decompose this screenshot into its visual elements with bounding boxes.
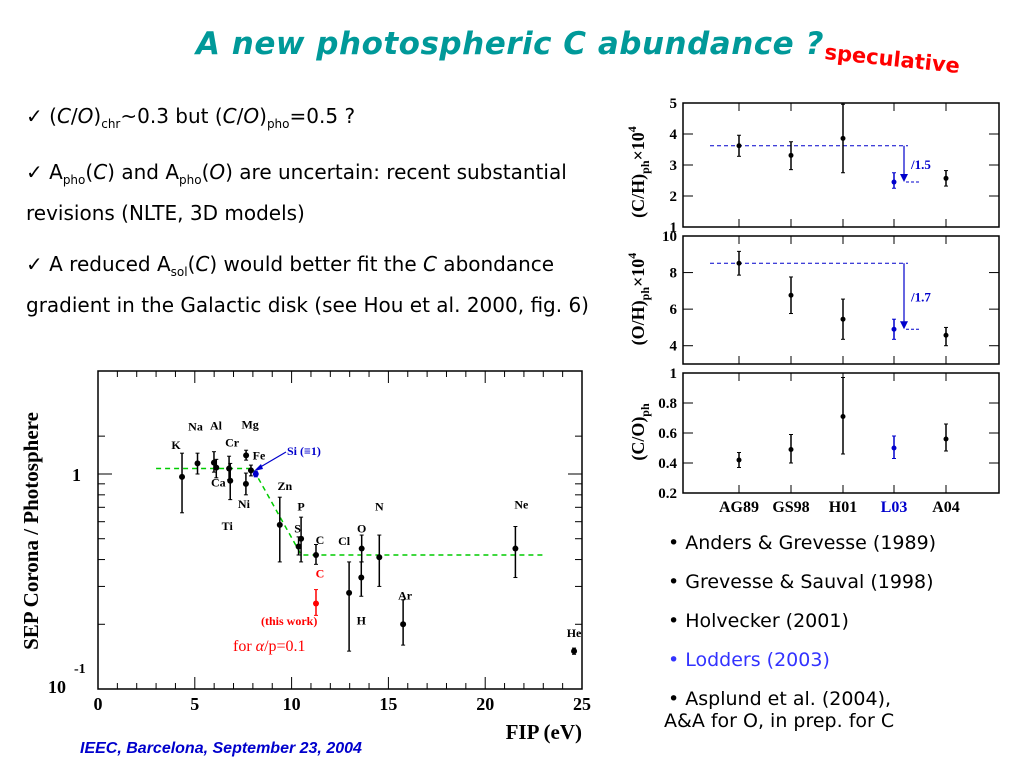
element-label: Zn [277, 479, 292, 493]
x-tick-label: 5 [190, 694, 199, 714]
data-point [243, 452, 250, 459]
data-point [346, 589, 353, 596]
data-point [213, 464, 220, 471]
element-label: H [357, 614, 367, 628]
x-tick-label: 0 [94, 694, 103, 714]
reference-item: A&A for O, in prep. for C [664, 710, 895, 732]
data-point [226, 465, 233, 472]
reference-item: • Asplund et al. (2004), [668, 688, 892, 710]
element-label: Ne [514, 498, 529, 512]
fip-ylabel: SEP Corona / Photosphere [19, 412, 43, 650]
this-work-annotation: (this work) [261, 614, 317, 628]
check-icon: ✓ [26, 160, 43, 184]
reference-item: • Anders & Grevesse (1989) [668, 532, 937, 554]
reference-list: • Anders & Grevesse (1989) • Grevesse & … [664, 532, 937, 749]
element-label: O [357, 522, 366, 536]
data-point [227, 477, 234, 484]
data-point [252, 471, 259, 477]
element-label: Al [210, 419, 223, 433]
footer-text: IEEC, Barcelona, September 23, 2004 [80, 740, 362, 757]
bullet-2: ✓ Apho(C) and Apho(O) are uncertain: rec… [26, 160, 567, 225]
data-point [242, 480, 249, 487]
slide-title: A new photospheric C abundance ? [196, 26, 824, 62]
element-label: S [294, 522, 301, 536]
data-point [312, 552, 319, 559]
element-label: K [171, 438, 181, 452]
data-point [210, 459, 217, 466]
data-point [194, 460, 201, 467]
x-tick-label: 10 [283, 694, 301, 714]
si-arrowhead [254, 464, 263, 471]
data-point [358, 574, 365, 581]
data-point [295, 543, 302, 550]
bullet-3: ✓ A reduced Asol(C) would better fit the… [26, 252, 589, 317]
fip-xlabel: FIP (eV) [506, 720, 582, 744]
data-point [358, 545, 365, 552]
data-point [376, 554, 383, 561]
x-tick-label: 15 [379, 694, 397, 714]
bullet-1: ✓ (C/O)chr~0.3 but (C/O)pho=0.5 ? [26, 104, 356, 131]
data-point [571, 648, 578, 655]
data-point [179, 473, 186, 480]
element-label: Ar [398, 588, 413, 602]
alpha-ratio-annotation: for α/p=0.1 [233, 638, 306, 655]
check-icon: ✓ [26, 104, 43, 128]
element-label: Ti [222, 519, 234, 533]
element-label: N [375, 499, 384, 513]
data-point [512, 545, 519, 552]
element-label: He [567, 626, 582, 640]
element-label: C [316, 533, 325, 547]
element-label: Cl [338, 534, 351, 548]
fip-ytick-10: 10 [48, 677, 66, 697]
check-icon: ✓ [26, 252, 43, 276]
si-annotation: Si (≡1) [287, 444, 321, 458]
data-point [298, 535, 305, 542]
fip-plot-frame [97, 370, 583, 690]
element-label: Fe [253, 448, 266, 462]
fip-ytick-1: 1 [72, 465, 81, 485]
reference-item: • Grevesse & Sauval (1998) [668, 571, 934, 593]
reference-item: • Lodders (2003) [668, 649, 830, 671]
data-point [247, 467, 254, 474]
x-tick-label: 20 [476, 694, 494, 714]
element-label: C [316, 566, 325, 580]
fit-line [156, 467, 544, 556]
data-point [276, 521, 283, 528]
x-tick-label: 25 [573, 694, 591, 714]
reference-item: • Holvecker (2001) [668, 610, 849, 632]
element-label: Ni [238, 497, 251, 511]
element-label: Ca [211, 476, 226, 490]
data-point [400, 621, 407, 628]
element-label: Cr [225, 436, 240, 450]
element-label: P [297, 500, 304, 514]
element-label: Mg [241, 417, 258, 431]
element-label: Na [188, 419, 203, 433]
data-point [312, 600, 319, 607]
fip-ytick-exp: -1 [74, 662, 86, 677]
